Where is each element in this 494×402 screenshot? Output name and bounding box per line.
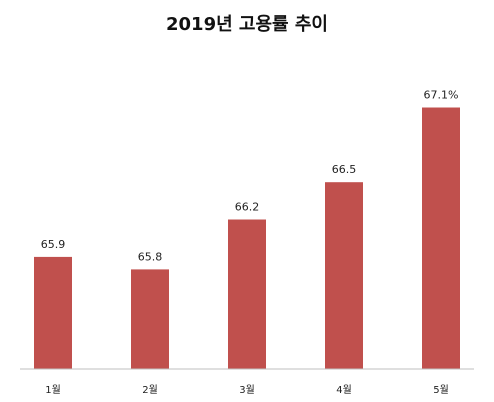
- data-label-5: 67.1%: [424, 89, 459, 102]
- bars-group: [34, 107, 460, 369]
- chart-title: 2019년 고용률 추이: [166, 14, 328, 35]
- bar-2: [131, 269, 169, 369]
- x-tick-labels-group: 1월 2월 3월 4월 5월: [45, 384, 449, 396]
- x-tick-label-3: 3월: [239, 384, 255, 396]
- data-label-2: 65.8: [138, 250, 163, 263]
- data-label-1: 65.9: [41, 238, 66, 251]
- bar-1: [34, 256, 72, 369]
- bar-3: [228, 219, 266, 369]
- bar-4: [325, 182, 363, 369]
- x-tick-label-2: 2월: [142, 384, 158, 396]
- data-labels-group: 65.9 65.8 66.2 66.5 67.1%: [41, 89, 459, 264]
- x-tick-label-4: 4월: [336, 384, 352, 396]
- x-tick-label-1: 1월: [45, 384, 61, 396]
- x-tick-label-5: 5월: [433, 384, 449, 396]
- data-label-4: 66.5: [332, 163, 357, 176]
- bar-5: [422, 107, 460, 369]
- data-label-3: 66.2: [235, 201, 260, 214]
